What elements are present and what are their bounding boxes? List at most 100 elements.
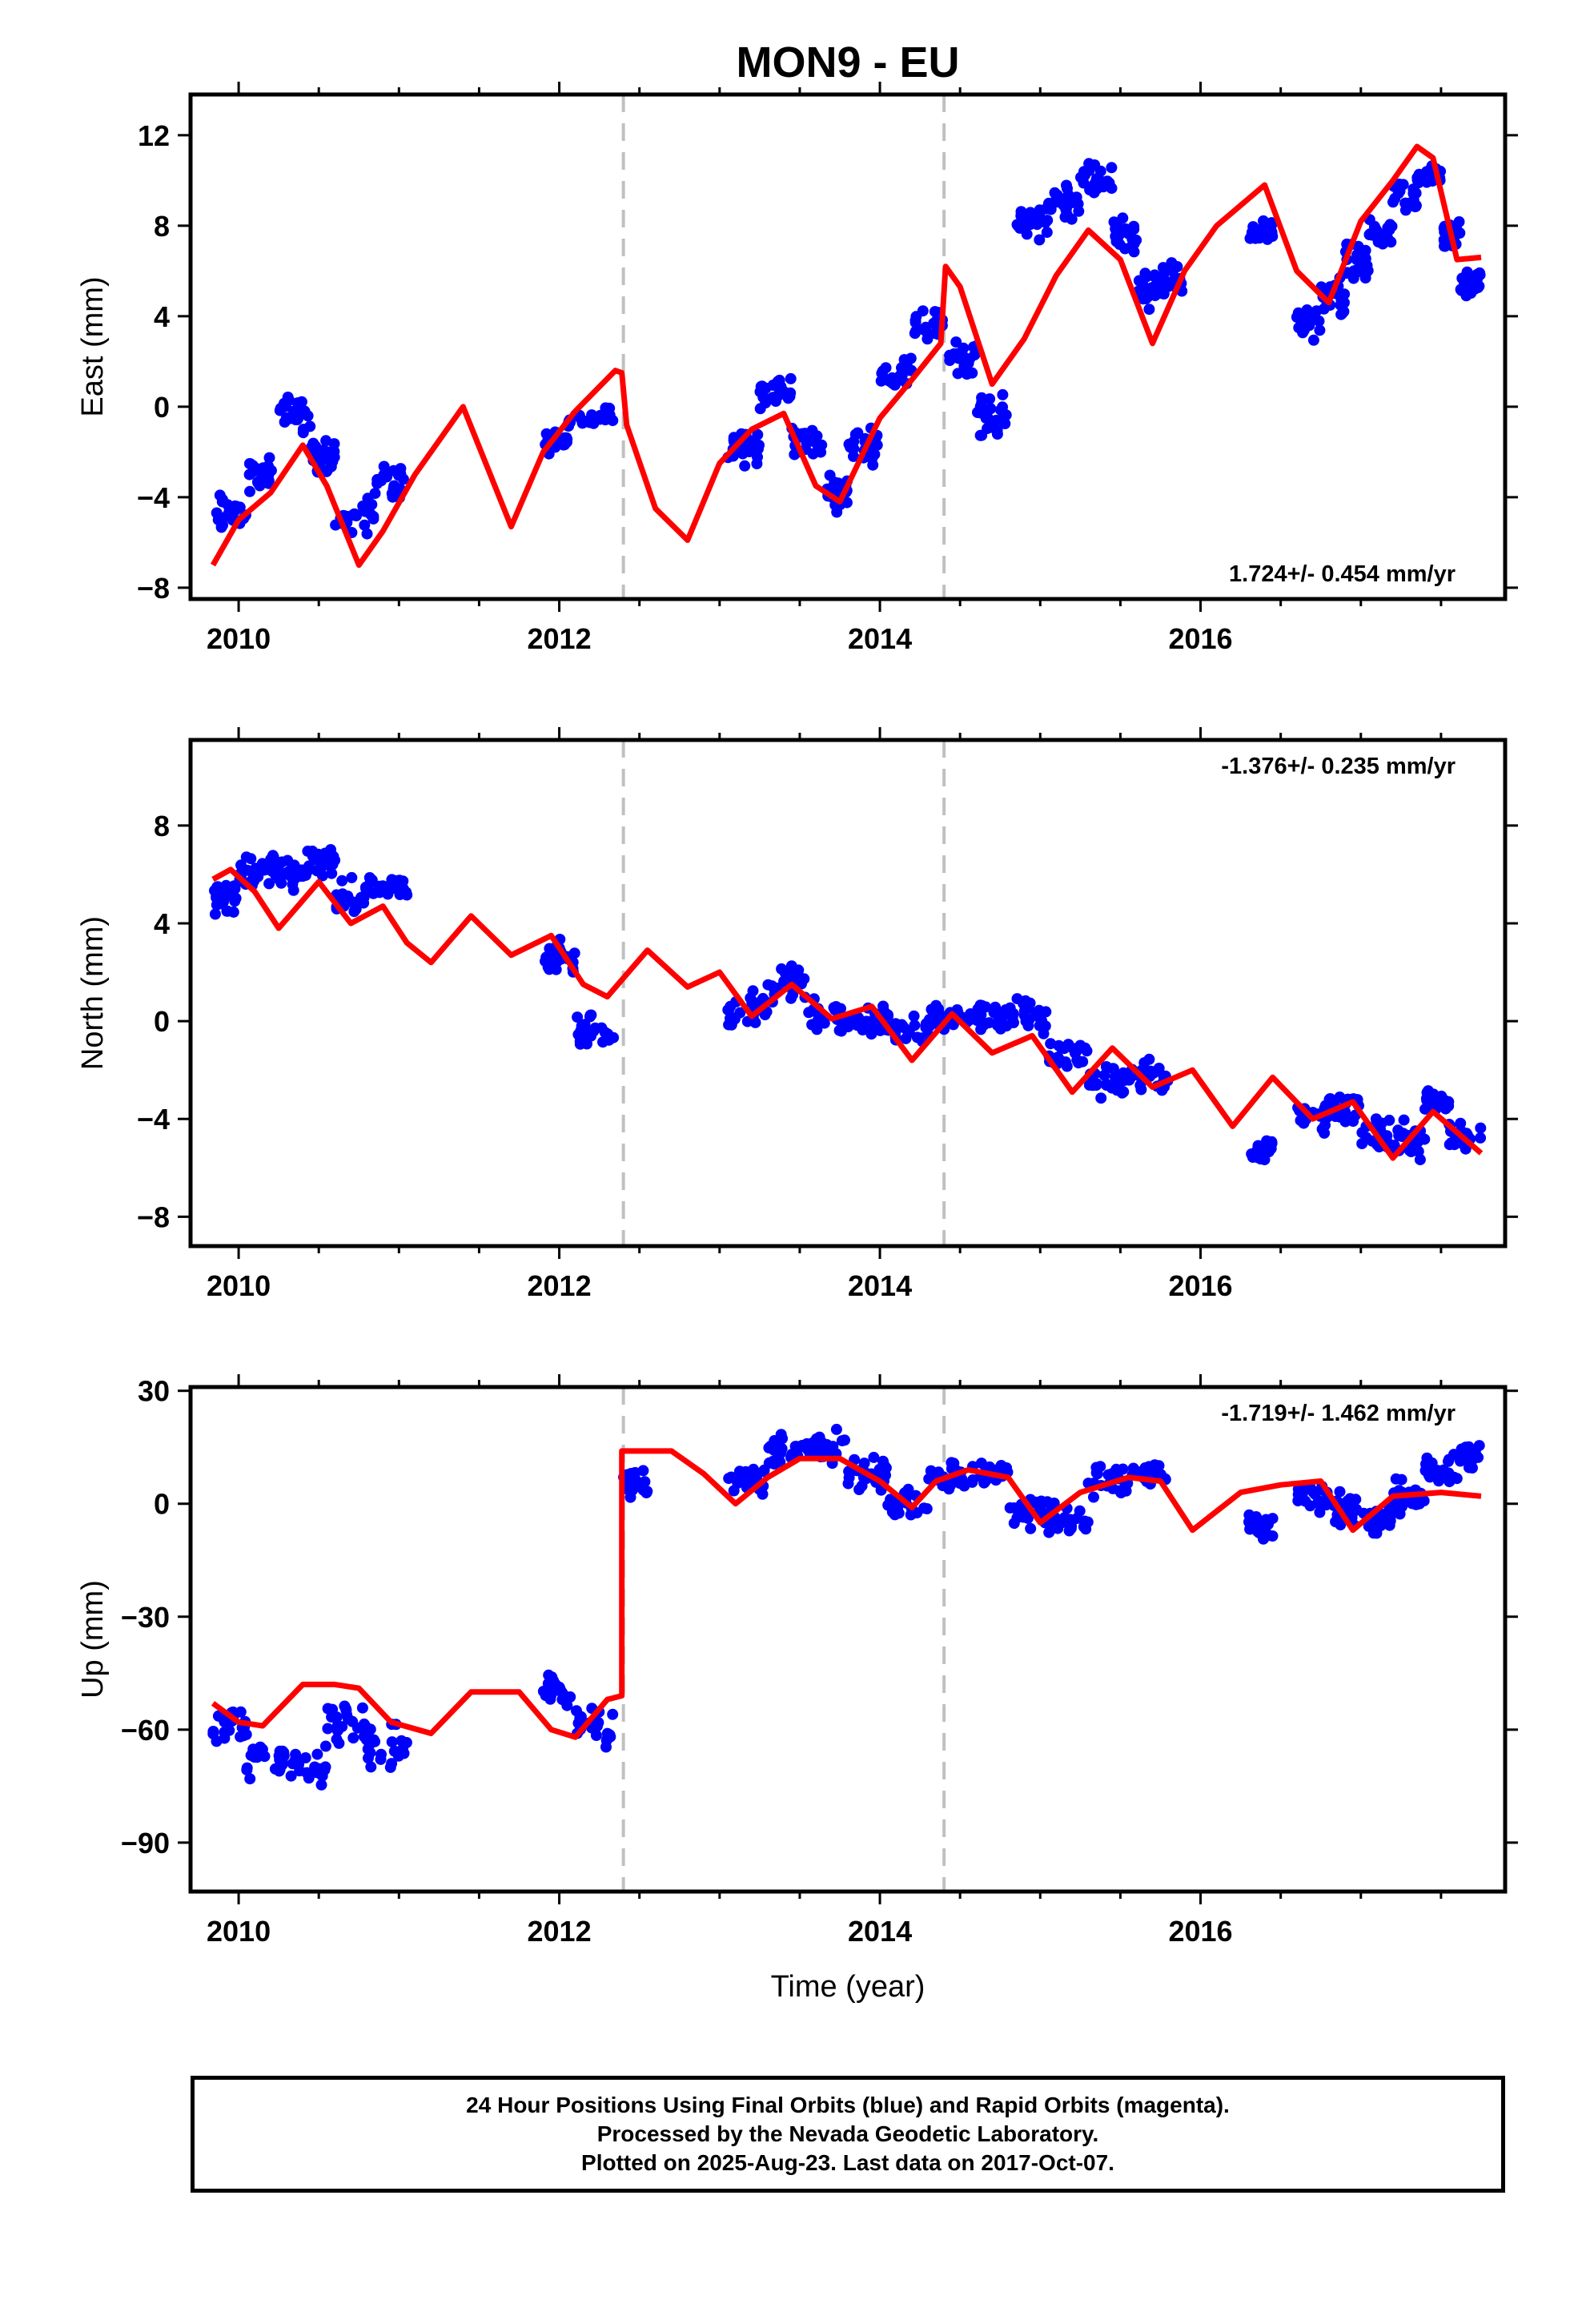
position-point [388,480,400,493]
position-point [1079,166,1091,178]
position-point [1266,219,1278,231]
position-point [810,1433,822,1445]
position-point [250,464,262,476]
position-point [916,1032,928,1044]
y-tick-label-north: 8 [154,810,170,842]
position-cluster-east-27 [1363,214,1398,250]
position-cluster-east-12 [843,422,883,471]
position-point [966,1476,978,1488]
position-point [917,324,930,336]
position-point [240,851,252,863]
position-point [543,1669,555,1681]
position-point [1393,186,1405,198]
position-point [1256,1150,1268,1162]
position-point [393,469,404,481]
position-point [1363,1520,1375,1532]
y-tick-label-east: −8 [137,572,170,605]
position-point [723,1019,735,1031]
x-tick-label-up-2016: 2016 [1168,1915,1232,1948]
position-point [301,1767,313,1779]
position-point [555,1686,567,1697]
position-point [1007,1007,1019,1019]
position-point [356,1702,368,1714]
position-point [1095,1092,1107,1104]
position-point [1359,272,1371,284]
position-point [1088,1491,1099,1503]
position-point [723,1004,735,1016]
position-point [572,1028,584,1040]
position-point [1113,230,1124,242]
position-point [1043,197,1054,209]
position-point [965,1008,977,1019]
position-point [209,908,221,920]
position-point [728,1485,740,1497]
position-point [1061,179,1072,191]
position-point [1000,409,1012,421]
position-point [1453,216,1465,227]
position-point [1158,269,1169,281]
position-point [1166,265,1178,277]
position-point [252,870,264,883]
chart-title: MON9 - EU [736,38,959,86]
position-cluster-east-18 [1043,179,1085,225]
position-point [1426,1460,1438,1472]
position-point [312,853,324,865]
position-point [842,1021,854,1033]
position-point [776,963,788,975]
position-point [1166,257,1178,269]
position-point [211,1735,223,1747]
position-point [1081,1045,1093,1057]
position-point [329,854,341,866]
position-cluster-north-19 [1246,1135,1278,1166]
position-point [222,883,234,895]
position-point [1359,244,1371,256]
position-cluster-east-0 [211,489,251,533]
position-point [1022,1019,1034,1031]
position-point [1318,303,1330,315]
position-point [1062,1039,1074,1051]
position-point [1246,1148,1258,1160]
position-cluster-up-25 [1453,1440,1485,1474]
y-tick-label-east: 8 [154,210,170,243]
y-tick-label-east: 0 [154,391,170,424]
position-point [333,1737,345,1749]
position-cluster-east-9 [754,372,797,415]
position-point [628,1475,640,1487]
position-point [1051,196,1063,208]
position-cluster-east-2 [274,392,316,439]
position-cluster-up-6 [571,1703,619,1753]
position-point [1423,1469,1435,1481]
position-point [1091,1468,1103,1480]
position-point [843,438,855,450]
position-point [909,328,921,340]
position-point [886,377,898,389]
model-curve-north [211,866,1484,1161]
position-point [386,1758,398,1770]
y-tick-label-north: −8 [137,1200,170,1233]
position-point [1111,1084,1123,1096]
position-point [950,336,962,348]
position-cluster-up-24 [1419,1449,1463,1488]
position-point [367,1734,379,1746]
position-cluster-north-0 [209,879,242,920]
x-tick-label-up-2010: 2010 [207,1915,271,1948]
position-point [265,464,277,476]
y-tick-label-north: 4 [154,907,170,940]
y-axis-label-north: North (mm) [76,916,110,1070]
position-point [1034,234,1046,246]
position-point [735,1474,747,1486]
y-tick-label-up: −90 [121,1827,170,1860]
position-point [827,1441,839,1453]
position-point [1433,1475,1444,1487]
position-point [1381,1130,1393,1142]
position-point [974,999,986,1011]
position-point [759,1009,771,1021]
position-point [728,432,740,444]
position-point [283,413,295,424]
position-point [1011,993,1023,1005]
position-point [1390,1473,1402,1485]
position-point [1015,206,1027,218]
model-curve-east [210,143,1482,569]
position-point [1376,231,1387,243]
